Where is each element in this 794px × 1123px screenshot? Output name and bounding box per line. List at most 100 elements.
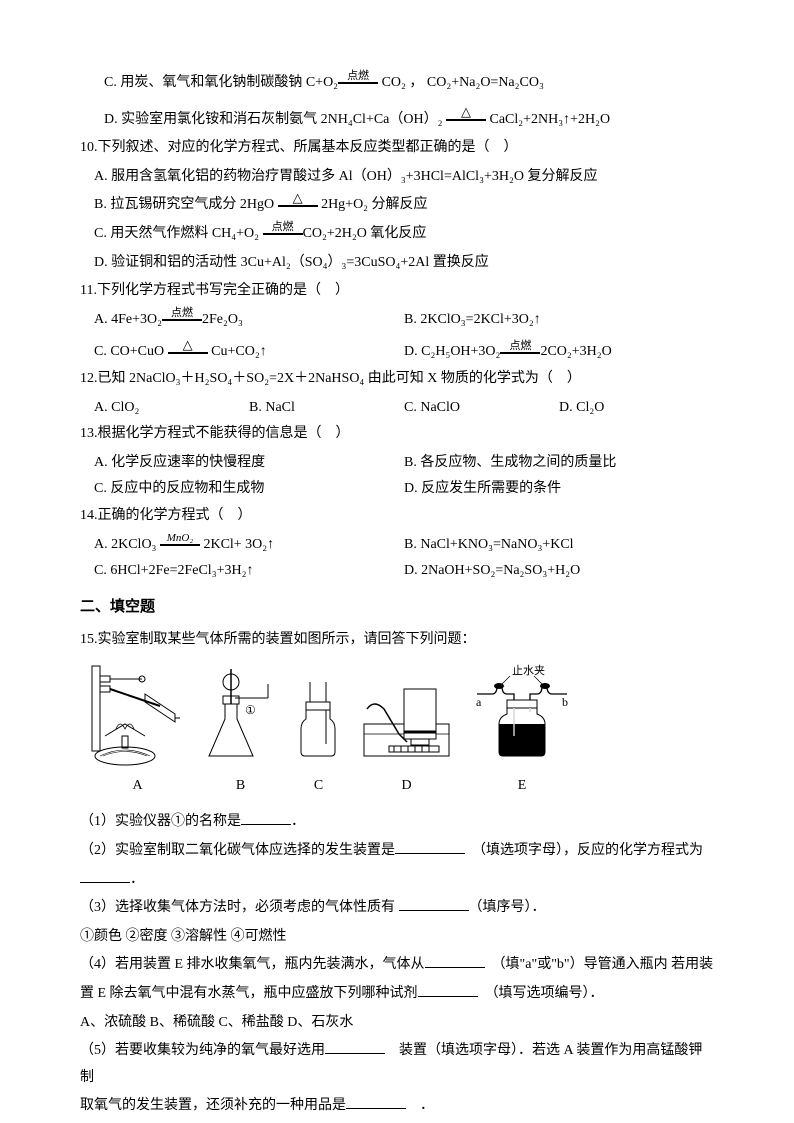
text: 2CO₂+3H₂O — [540, 344, 611, 359]
q15-p4a: （4）若用装置 E 排水收集氧气，瓶内先装满水，气体从 （填"a"或"b"）导管… — [80, 952, 714, 979]
text: C. 用天然气作燃料 CH₄+O₂ — [94, 226, 263, 241]
q9-opt-d: D. 实验室用氯化铵和消石灰制氨气 2NH₄Cl+Ca（OH）₂ △ CaCl₂… — [80, 107, 714, 134]
blank[interactable] — [425, 953, 485, 968]
q15-p2b: ． — [80, 867, 714, 894]
text: D. 实验室用氯化铵和消石灰制氨气 2NH₄Cl+Ca（OH）₂ — [104, 112, 446, 127]
q11-opt-a: A. 4Fe+3O₂点燃 2Fe₂O₃ — [94, 307, 404, 334]
diagram-d: D — [359, 664, 454, 800]
q10-opt-c: C. 用天然气作燃料 CH₄+O₂ 点燃 CO₂+2H₂O 氧化反应 — [80, 221, 714, 248]
text: CO₂ ， CO₂+Na₂O=Na₂CO₃ — [378, 75, 544, 90]
section-2-title: 二、填空题 — [80, 593, 714, 622]
q14-opt-c: C. 6HCl+2Fe=2FeCl₃+3H₂↑ — [94, 558, 404, 585]
text: （3）选择收集气体方法时，必须考虑的气体性质有 — [80, 900, 399, 915]
arrow-catalyst: MnO₂ — [160, 533, 200, 556]
apparatus-a-icon — [90, 664, 185, 769]
q13-row1: A. 化学反应速率的快慢程度 B. 各反应物、生成物之间的质量比 — [80, 450, 714, 477]
q15-p3: （3）选择收集气体方法时，必须考虑的气体性质有 （填序号）． — [80, 895, 714, 922]
q12-opt-b: B. NaCl — [249, 395, 404, 422]
text: D. C₂H₅OH+3O₂ — [404, 344, 500, 359]
text: 置 E 除去氧气中混有水蒸气，瓶中应盛放下列哪种试剂 — [80, 986, 418, 1001]
q11-row1: A. 4Fe+3O₂点燃 2Fe₂O₃ B. 2KClO₃=2KCl+3O₂↑ — [80, 307, 714, 334]
label-d: D — [401, 773, 411, 800]
text: （填"a"或"b"）导管通入瓶内 若用装 — [499, 957, 714, 972]
q14-opt-b: B. NaCl+KNO₃=NaNO₃+KCl — [404, 532, 714, 559]
q12-opts: A. ClO₂ B. NaCl C. NaClO D. Cl₂O — [80, 395, 714, 422]
q11-opt-d: D. C₂H₅OH+3O₂点燃 2CO₂+3H₂O — [404, 339, 714, 366]
arrow-heat: △ — [168, 340, 208, 364]
q13-opt-d: D. 反应发生所需要的条件 — [404, 476, 714, 503]
arrow-heat: △ — [446, 107, 486, 131]
text: （填写选项编号）． — [492, 986, 604, 1001]
label-c: C — [314, 773, 323, 800]
label-e: E — [518, 773, 527, 800]
q15-stem: 15.实验室制取某些气体所需的装置如图所示，请回答下列问题： — [80, 627, 714, 654]
text: 2KCl+ 3O₂↑ — [200, 537, 274, 552]
blank[interactable] — [346, 1094, 406, 1109]
q13-stem: 13.根据化学方程式不能获得的信息是（ ） — [80, 421, 714, 448]
q13-row2: C. 反应中的反应物和生成物 D. 反应发生所需要的条件 — [80, 476, 714, 503]
blank[interactable] — [325, 1039, 385, 1054]
text: ． — [420, 1098, 434, 1113]
text: （2）实验室制取二氧化碳气体应选择的发生装置是 — [80, 843, 395, 858]
arrow-ignite: 点燃 — [263, 222, 303, 245]
q12-opt-c: C. NaClO — [404, 395, 559, 422]
q14-stem: 14.正确的化学方程式（ ） — [80, 503, 714, 530]
text: ． — [130, 872, 144, 887]
q11-row2: C. CO+CuO △ Cu+CO₂↑ D. C₂H₅OH+3O₂点燃 2CO₂… — [80, 339, 714, 366]
tube-b-label: b — [562, 695, 568, 709]
diagram-e: 止水夹 a b E — [472, 664, 572, 800]
text: （填选项字母），反应的化学方程式为 — [479, 843, 703, 858]
text: （填序号）． — [469, 900, 546, 915]
text: B. 拉瓦锡研究空气成分 2HgO — [94, 197, 278, 212]
q14-opt-d: D. 2NaOH+SO₂=Na₂SO₃+H₂O — [404, 558, 714, 585]
q15-diagrams: A ① B C — [80, 664, 714, 800]
text: Cu+CO₂↑ — [208, 344, 267, 359]
text: ． — [291, 814, 305, 829]
q15-p3-opts: ①颜色 ②密度 ③溶解性 ④可燃性 — [80, 924, 714, 951]
q15-p5a: （5）若要收集较为纯净的氧气最好选用 装置（填选项字母）．若选 A 装置作为用高… — [80, 1038, 714, 1091]
apparatus-c-icon — [296, 664, 341, 769]
q10-stem: 10.下列叙述、对应的化学方程式、所属基本反应类型都正确的是（ ） — [80, 135, 714, 162]
q15-p5b: 取氧气的发生装置，还须补充的一种用品是 ． — [80, 1093, 714, 1120]
q11-opt-b: B. 2KClO₃=2KCl+3O₂↑ — [404, 307, 714, 334]
q12-opt-d: D. Cl₂O — [559, 395, 714, 422]
text: 2Hg+O₂ 分解反应 — [318, 197, 428, 212]
clip-label: 止水夹 — [512, 664, 545, 677]
tube-a-label: a — [476, 695, 482, 709]
arrow-ignite: 点燃 — [500, 341, 540, 364]
q15-p2: （2）实验室制取二氧化碳气体应选择的发生装置是 （填选项字母），反应的化学方程式… — [80, 838, 714, 865]
q15-p4-opts: A、浓硫酸 B、稀硫酸 C、稀盐酸 D、石灰水 — [80, 1010, 714, 1037]
q10-opt-b: B. 拉瓦锡研究空气成分 2HgO △ 2Hg+O₂ 分解反应 — [80, 192, 714, 219]
text: C. CO+CuO — [94, 344, 168, 359]
apparatus-b-icon: ① — [203, 664, 278, 769]
blank[interactable] — [399, 896, 469, 911]
text: A. 2KClO₃ — [94, 537, 160, 552]
q10-opt-a: A. 服用含氢氧化铝的药物治疗胃酸过多 Al（OH）₃+3HCl=AlCl₃+3… — [80, 164, 714, 191]
q15-p1: （1）实验仪器①的名称是 ． — [80, 809, 714, 836]
q12-stem: 12.已知 2NaClO₃＋H₂SO₄＋SO₂=2X＋2NaHSO₄ 由此可知 … — [80, 366, 714, 393]
q11-opt-c: C. CO+CuO △ Cu+CO₂↑ — [94, 339, 404, 366]
text: （4）若用装置 E 排水收集氧气，瓶内先装满水，气体从 — [80, 957, 425, 972]
apparatus-d-icon — [359, 664, 454, 769]
text: 取氧气的发生装置，还须补充的一种用品是 — [80, 1098, 346, 1113]
diagram-c: C — [296, 664, 341, 800]
q14-opt-a: A. 2KClO₃ MnO₂ 2KCl+ 3O₂↑ — [94, 532, 404, 559]
q11-stem: 11.下列化学方程式书写完全正确的是（ ） — [80, 278, 714, 305]
q13-opt-a: A. 化学反应速率的快慢程度 — [94, 450, 404, 477]
label-b: B — [236, 773, 245, 800]
blank[interactable] — [395, 839, 465, 854]
text: （1）实验仪器①的名称是 — [80, 814, 241, 829]
text: CO₂+2H₂O 氧化反应 — [303, 226, 427, 241]
text: C. 用炭、氧气和氧化钠制碳酸钠 C+O₂ — [104, 75, 338, 90]
q15-p4b: 置 E 除去氧气中混有水蒸气，瓶中应盛放下列哪种试剂 （填写选项编号）． — [80, 981, 714, 1008]
q14-row1: A. 2KClO₃ MnO₂ 2KCl+ 3O₂↑ B. NaCl+KNO₃=N… — [80, 532, 714, 559]
arrow-heat: △ — [278, 193, 318, 217]
diagram-b: ① B — [203, 664, 278, 800]
blank[interactable] — [241, 810, 291, 825]
blank[interactable] — [418, 982, 478, 997]
diagram-a: A — [90, 664, 185, 800]
label-a: A — [132, 773, 142, 800]
blank[interactable] — [80, 868, 130, 883]
q13-opt-b: B. 各反应物、生成物之间的质量比 — [404, 450, 714, 477]
q10-opt-d: D. 验证铜和铝的活动性 3Cu+Al₂（SO₄）₃=3CuSO₄+2Al 置换… — [80, 250, 714, 277]
